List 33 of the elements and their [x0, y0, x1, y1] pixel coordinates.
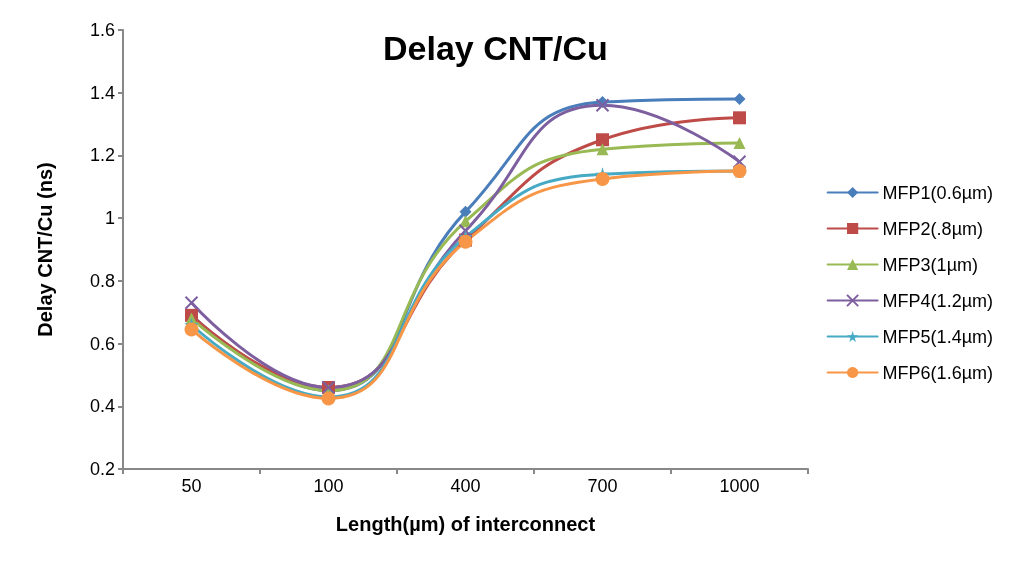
- legend-label: MFP1(0.6µm): [882, 182, 994, 203]
- point: [596, 133, 609, 147]
- point: [459, 205, 472, 218]
- point: [733, 92, 746, 105]
- x-tick-label: 700: [587, 476, 618, 496]
- y-tick-label: 1.4: [89, 82, 115, 103]
- x-tick-label: 1000: [719, 476, 760, 496]
- point: [596, 143, 609, 156]
- x-tick-label: 50: [181, 476, 202, 496]
- point: [184, 295, 199, 310]
- point: [595, 171, 610, 186]
- y-tick-label: 0.4: [89, 396, 115, 417]
- y-tick-label: 0.6: [89, 333, 115, 354]
- point: [733, 136, 746, 149]
- legend-label: MFP5(1.4µm): [882, 326, 994, 347]
- y-tick-label: 0.8: [89, 270, 115, 291]
- y-axis-title: Delay CNT/Cu (ns): [34, 162, 56, 337]
- x-tick-label: 100: [313, 476, 344, 496]
- y-tick-label: 1.2: [89, 145, 115, 166]
- point: [733, 111, 746, 125]
- point: [184, 322, 199, 337]
- point: [458, 223, 473, 238]
- x-axis-title: Length(µm) of interconnect: [335, 513, 596, 535]
- y-tick-label: 1.6: [89, 20, 115, 40]
- chart-title: Delay CNT/Cu: [383, 29, 608, 67]
- legend-label: MFP6(1.6µm): [882, 362, 994, 383]
- y-tick-label: 0.2: [89, 459, 115, 479]
- legend-label: MFP2(.8µm): [882, 218, 983, 239]
- x-tick-label: 400: [450, 476, 481, 496]
- point: [595, 98, 610, 113]
- legend-label: MFP4(1.2µm): [882, 290, 994, 311]
- legend-label: MFP3(1µm): [882, 254, 978, 275]
- y-tick-label: 1: [104, 208, 115, 229]
